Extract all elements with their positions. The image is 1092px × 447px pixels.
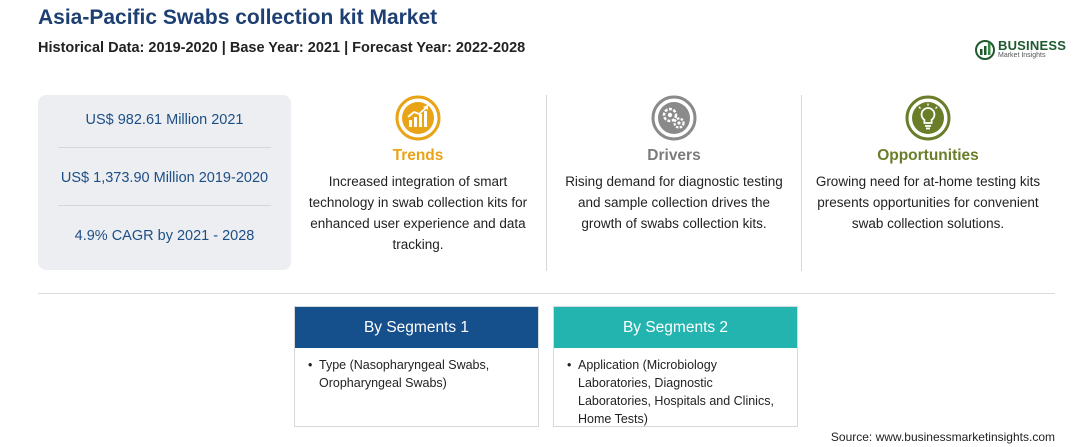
- trends-heading: Trends: [392, 147, 444, 164]
- drivers-heading: Drivers: [647, 147, 701, 164]
- page-title: Asia-Pacific Swabs collection kit Market: [38, 6, 438, 29]
- logo-tagline: Market Insights: [998, 52, 1046, 59]
- segment-2-title: By Segments 2: [554, 307, 797, 348]
- logo-text: BUSINESS: [998, 38, 1067, 53]
- segment-2-item: Application (Microbiology Laboratories, …: [567, 356, 787, 428]
- column-divider: [801, 95, 802, 271]
- segment-card-1: By Segments 1 Type (Nasopharyngeal Swabs…: [294, 306, 539, 427]
- segment-1-list: Type (Nasopharyngeal Swabs, Oropharyngea…: [295, 348, 538, 392]
- stat-cagr: 4.9% CAGR by 2021 - 2028: [74, 228, 255, 244]
- gears-icon: [651, 95, 697, 141]
- segment-1-item: Type (Nasopharyngeal Swabs, Oropharyngea…: [308, 356, 528, 392]
- logo-globe-icon: [975, 40, 995, 60]
- page-subtitle: Historical Data: 2019-2020 | Base Year: …: [38, 40, 526, 56]
- opportunities-description: Growing need for at-home testing kits pr…: [815, 174, 1041, 231]
- stat-market-size-2021: US$ 982.61 Million 2021: [85, 112, 244, 128]
- opportunities-heading: Opportunities: [877, 147, 979, 164]
- segment-card-2: By Segments 2 Application (Microbiology …: [553, 306, 798, 427]
- trends-column: Trends Increased integration of smart te…: [298, 95, 538, 255]
- source-note: Source: www.businessmarketinsights.com: [830, 430, 1055, 444]
- opportunities-column: Opportunities Growing need for at-home t…: [808, 95, 1048, 234]
- lightbulb-icon: [905, 95, 951, 141]
- stat-market-size-historical: US$ 1,373.90 Million 2019-2020: [60, 170, 269, 186]
- stats-divider: [58, 147, 271, 148]
- segment-1-title: By Segments 1: [295, 307, 538, 348]
- drivers-column: Drivers Rising demand for diagnostic tes…: [554, 95, 794, 234]
- stats-divider: [58, 205, 271, 206]
- company-logo[interactable]: BUSINESS Market Insights: [974, 36, 1070, 62]
- segment-2-list: Application (Microbiology Laboratories, …: [554, 348, 797, 428]
- section-divider: [38, 293, 1055, 294]
- market-stats-panel: US$ 982.61 Million 2021 US$ 1,373.90 Mil…: [38, 95, 291, 270]
- trends-description: Increased integration of smart technolog…: [308, 174, 528, 252]
- column-divider: [546, 95, 547, 271]
- drivers-description: Rising demand for diagnostic testing and…: [565, 174, 783, 231]
- trend-chart-icon: [395, 95, 441, 141]
